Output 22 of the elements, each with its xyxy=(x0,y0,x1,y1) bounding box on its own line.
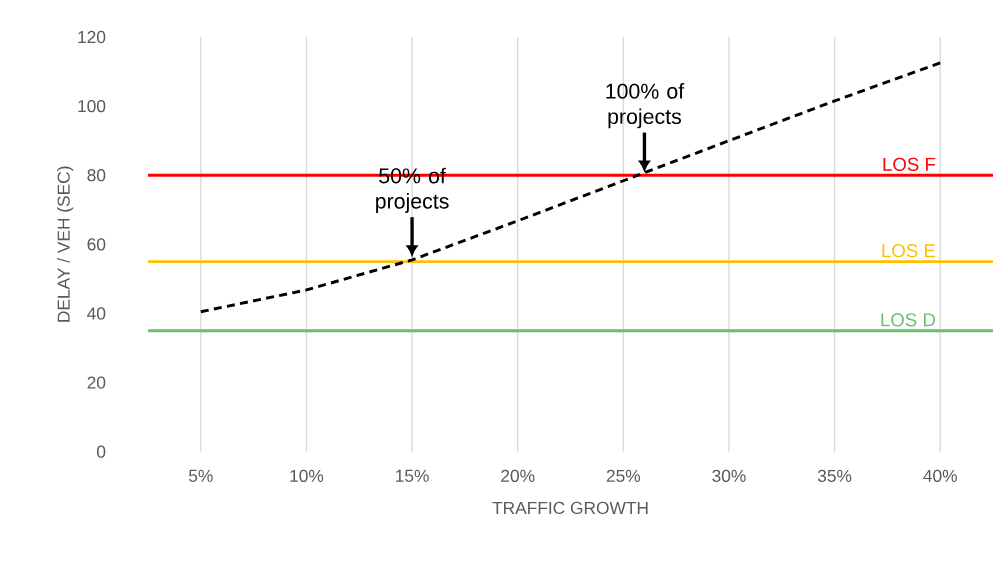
x-tick-label: 15% xyxy=(396,469,429,482)
y-tick-label: 120 xyxy=(78,30,106,44)
x-axis-title: TRAFFIC GROWTH xyxy=(492,501,648,515)
x-tick-label: 35% xyxy=(817,469,852,482)
y-tick-label: 60 xyxy=(87,238,106,251)
x-tick-label: 20% xyxy=(501,469,535,482)
annotation: 100% of projects xyxy=(606,83,685,129)
x-tick-label: 5% xyxy=(188,469,213,482)
ref-line-label: LOS D xyxy=(881,313,936,327)
ref-line-label: LOS E xyxy=(882,244,936,258)
y-tick-label: 0 xyxy=(96,445,106,458)
y-tick-label: 40 xyxy=(87,307,106,320)
ref-line-label: LOS F xyxy=(883,157,936,171)
line-series xyxy=(199,61,942,314)
y-tick-label: 80 xyxy=(87,169,106,182)
y-tick-label: 100 xyxy=(78,99,106,113)
x-tick-label: 25% xyxy=(606,469,641,482)
y-tick-label: 20 xyxy=(87,376,106,389)
y-axis-title: DELAY / VEH (SEC) xyxy=(57,166,74,322)
x-tick-label: 10% xyxy=(290,469,324,482)
x-tick-label: 30% xyxy=(712,469,746,482)
x-tick-label: 40% xyxy=(923,469,957,482)
